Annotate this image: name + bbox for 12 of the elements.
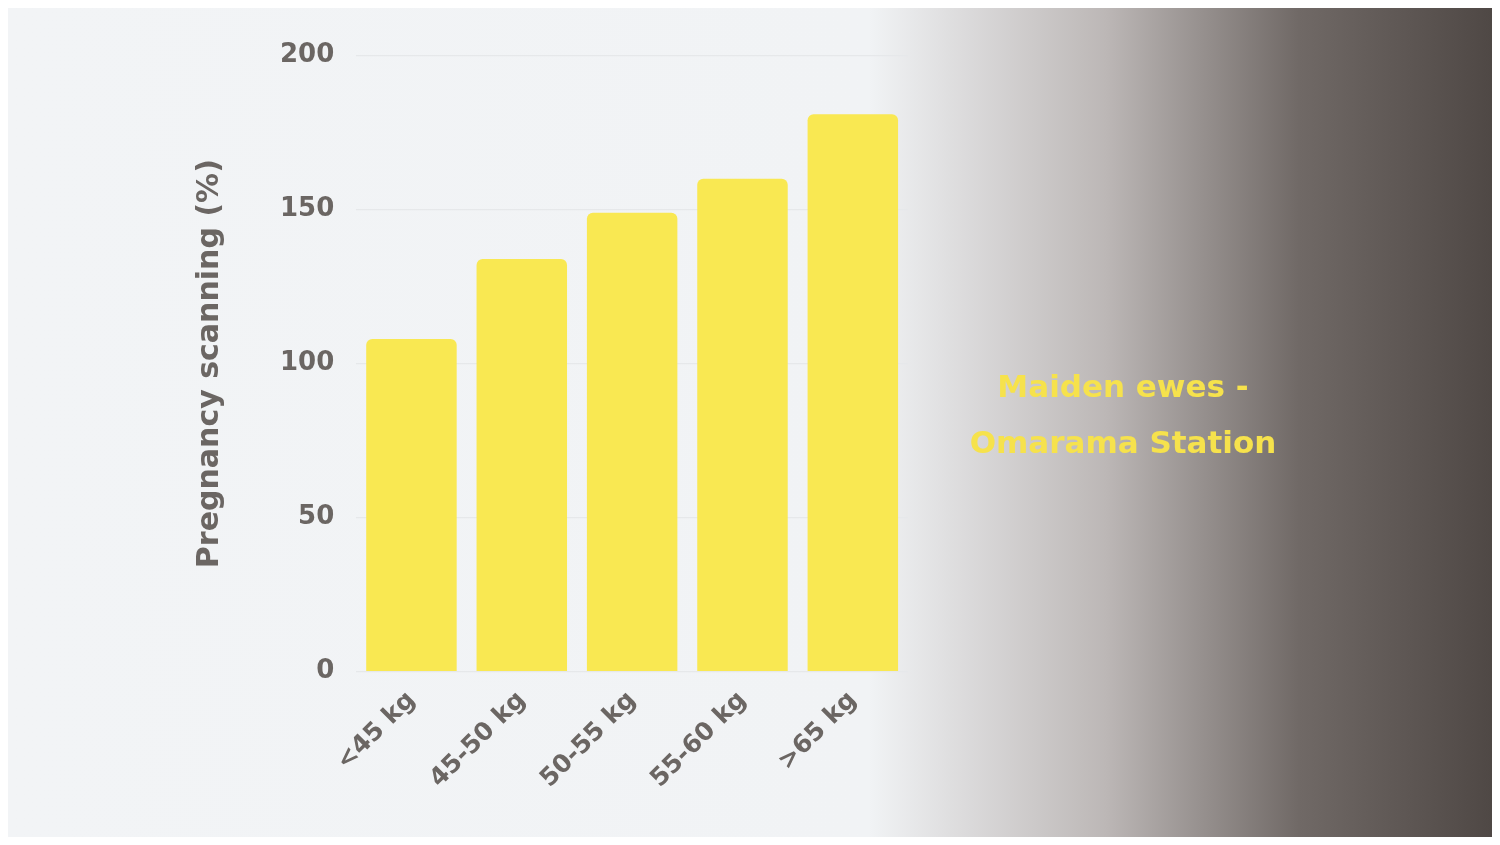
y-tick-label: 50	[298, 500, 335, 531]
y-axis-title: Pregnancy scanning (%)	[189, 159, 225, 569]
bar	[586, 212, 678, 672]
bar	[697, 178, 788, 672]
y-tick-label: 150	[279, 192, 335, 223]
y-tick-label: 100	[279, 346, 335, 377]
y-tick-label: 200	[279, 38, 335, 69]
text: Maiden ewes - Omarama Station	[968, 367, 1278, 462]
y-tick-label: 0	[316, 654, 335, 685]
bar	[807, 114, 899, 672]
bar	[366, 339, 457, 672]
bar	[476, 258, 568, 672]
